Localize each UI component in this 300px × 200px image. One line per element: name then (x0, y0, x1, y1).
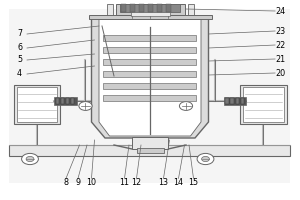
Circle shape (202, 156, 209, 162)
Bar (120, 4, 180, 12)
Bar (132, 137, 168, 149)
Bar (61, 98, 64, 104)
Bar (243, 87, 284, 122)
Bar (166, 4, 171, 12)
Text: 11: 11 (119, 178, 130, 187)
Bar (103, 83, 196, 89)
Bar (224, 97, 246, 105)
Text: 5: 5 (17, 55, 22, 64)
Text: 12: 12 (131, 178, 142, 187)
Bar (230, 98, 234, 104)
Bar (16, 87, 57, 122)
Bar (103, 95, 196, 101)
Text: 15: 15 (188, 178, 199, 187)
Text: 21: 21 (275, 54, 286, 64)
Bar (71, 98, 74, 104)
Circle shape (79, 102, 92, 110)
Bar (103, 59, 196, 65)
Polygon shape (92, 17, 208, 138)
Circle shape (179, 102, 193, 110)
Bar (66, 98, 69, 104)
Circle shape (197, 153, 214, 165)
Bar (88, 15, 212, 19)
Bar (116, 4, 184, 15)
Bar (14, 85, 60, 124)
Bar (9, 9, 290, 183)
Text: 20: 20 (275, 68, 286, 77)
Bar (103, 35, 196, 41)
Bar (188, 4, 194, 16)
Bar (54, 97, 76, 105)
Text: 24: 24 (275, 6, 286, 16)
Bar (157, 4, 162, 12)
Text: 9: 9 (75, 178, 81, 187)
Text: 8: 8 (64, 178, 68, 187)
Bar (236, 98, 239, 104)
Polygon shape (99, 19, 201, 136)
Text: 6: 6 (17, 44, 22, 52)
Bar (121, 4, 126, 12)
Text: 4: 4 (17, 70, 22, 78)
Bar (103, 71, 196, 77)
Bar (139, 4, 144, 12)
Bar (106, 4, 113, 16)
Bar (148, 4, 153, 12)
Bar (56, 98, 59, 104)
Bar (130, 12, 170, 16)
Bar (240, 85, 286, 124)
Bar (9, 145, 290, 156)
Text: 13: 13 (158, 178, 169, 187)
Circle shape (26, 156, 34, 162)
Text: 14: 14 (173, 178, 184, 187)
Circle shape (22, 153, 38, 165)
Text: 7: 7 (17, 29, 22, 38)
Bar (225, 98, 229, 104)
Text: 23: 23 (275, 26, 286, 36)
Bar (103, 47, 196, 53)
Bar (136, 148, 164, 153)
Bar (130, 4, 135, 12)
Text: 10: 10 (86, 178, 97, 187)
Text: 22: 22 (275, 40, 286, 49)
Bar (241, 98, 244, 104)
